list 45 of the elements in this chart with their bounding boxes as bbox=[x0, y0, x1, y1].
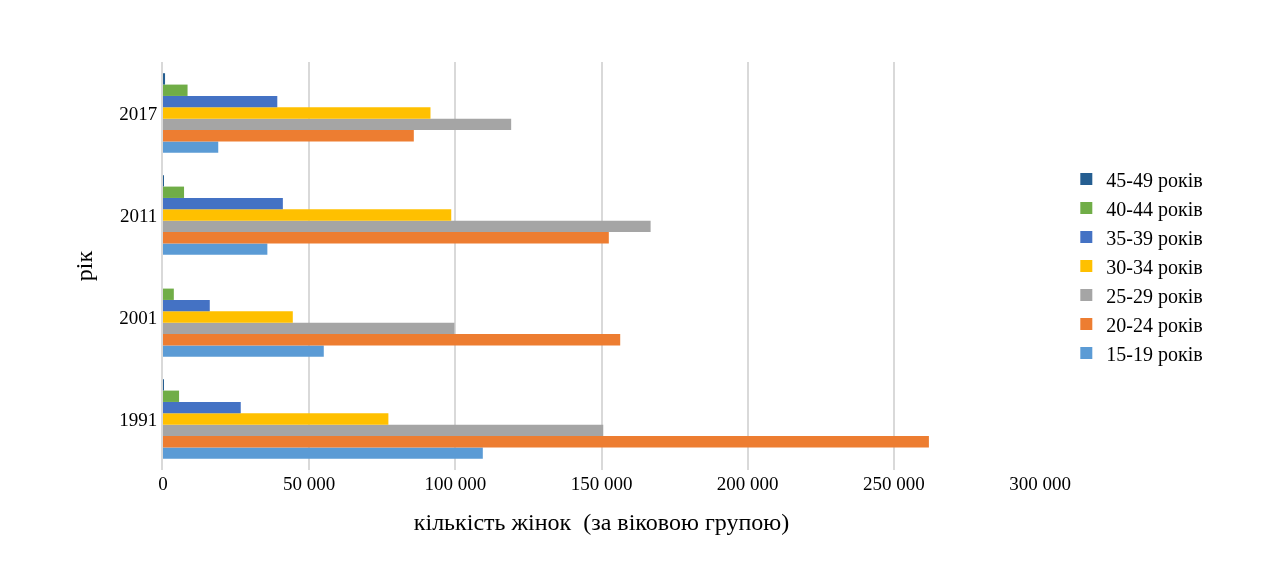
bar bbox=[163, 401, 241, 414]
legend-label: 25-29 років bbox=[1106, 284, 1203, 308]
bar bbox=[163, 118, 512, 131]
x-tick-label: 300 000 bbox=[1009, 473, 1071, 494]
bar bbox=[163, 447, 483, 459]
y-axis-title: рік bbox=[70, 250, 97, 282]
bar bbox=[163, 288, 174, 300]
bar bbox=[163, 186, 185, 198]
bar bbox=[163, 220, 651, 233]
bar bbox=[163, 322, 455, 335]
bar bbox=[163, 232, 609, 244]
y-tick-label: 2001 bbox=[119, 306, 158, 328]
bar bbox=[163, 84, 188, 96]
y-tick-label: 1991 bbox=[119, 408, 158, 430]
x-tick-label: 250 000 bbox=[862, 473, 925, 494]
legend-label: 35-39 років bbox=[1106, 226, 1203, 250]
y-tick-label: 2017 bbox=[119, 102, 158, 124]
bar bbox=[163, 243, 268, 255]
bar bbox=[163, 107, 431, 119]
bar bbox=[163, 197, 283, 210]
x-axis-title: кількість жінок (за віковою групою) bbox=[413, 509, 790, 536]
bar bbox=[163, 311, 293, 323]
legend-label: 45-49 років bbox=[1106, 168, 1203, 192]
bar bbox=[163, 130, 414, 142]
y-tick-label: 2011 bbox=[119, 204, 158, 226]
bar bbox=[163, 436, 929, 448]
legend-label: 20-24 років bbox=[1106, 313, 1203, 337]
x-tick-label: 100 000 bbox=[424, 473, 487, 494]
bar bbox=[163, 345, 324, 357]
legend-label: 15-19 років bbox=[1106, 342, 1203, 366]
legend-label: 30-34 років bbox=[1106, 255, 1203, 279]
legend-label: 40-44 років bbox=[1106, 197, 1203, 221]
bar bbox=[163, 413, 389, 425]
bar bbox=[163, 95, 278, 108]
x-tick-label: 0 bbox=[158, 473, 168, 494]
bar bbox=[163, 73, 166, 85]
bar bbox=[163, 390, 180, 402]
x-tick-label: 150 000 bbox=[570, 473, 633, 494]
x-tick-label: 50 000 bbox=[283, 473, 336, 494]
bar bbox=[163, 334, 621, 346]
bar bbox=[163, 299, 210, 312]
bar bbox=[163, 141, 219, 153]
x-tick-label: 200 000 bbox=[716, 473, 779, 494]
bar bbox=[163, 209, 452, 221]
bar bbox=[163, 424, 604, 437]
